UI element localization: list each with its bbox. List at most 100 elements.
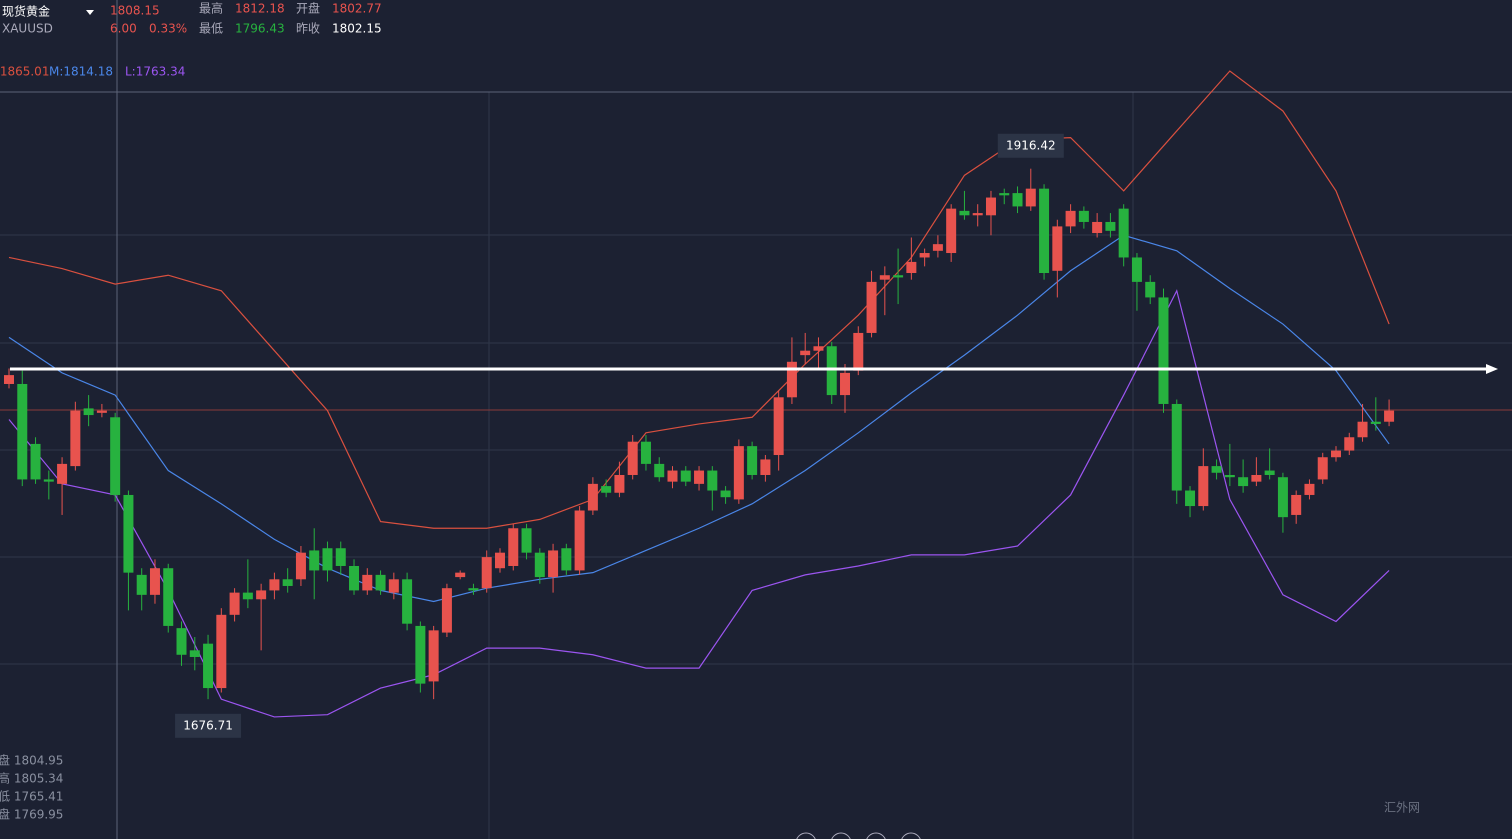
candle-body: [893, 275, 904, 278]
candle-body: [335, 548, 346, 566]
candle-body: [548, 550, 559, 578]
candle-body: [959, 210, 970, 216]
candle-body: [1238, 477, 1249, 487]
candle-body: [282, 579, 293, 586]
candle-body: [388, 579, 399, 593]
candle-body: [1039, 188, 1050, 274]
candle-body: [110, 417, 121, 495]
candle-body: [760, 459, 771, 475]
pager[interactable]: [796, 832, 921, 839]
annotation-label: 1916.42: [1006, 138, 1056, 152]
plot: 1916.42 1676.71: [4, 70, 1395, 738]
candle-body: [999, 193, 1010, 196]
candle-body: [1211, 466, 1222, 473]
candle-body: [1198, 466, 1209, 507]
candle-body: [1105, 221, 1116, 231]
change: 6.00: [110, 22, 137, 36]
candle-body: [362, 574, 373, 591]
candle-body: [269, 579, 280, 591]
candle-body: [216, 614, 227, 689]
candle-body: [1025, 188, 1036, 207]
candle-body: [1078, 210, 1089, 222]
symbol: XAUUSD: [2, 22, 53, 36]
candle-body: [295, 552, 306, 580]
value: 1796.43: [235, 22, 285, 36]
candle-body: [1344, 437, 1355, 451]
candle-body: [415, 625, 426, 684]
candle-body: [1118, 208, 1129, 258]
candle-body: [773, 397, 784, 456]
candle-body: [349, 565, 360, 591]
candle-body: [309, 550, 320, 571]
candle-body: [494, 552, 505, 569]
value: 1812.18: [235, 2, 285, 16]
band-legend: M:1814.18: [49, 65, 113, 79]
candle-body: [786, 361, 797, 398]
candle-body: [614, 474, 625, 493]
candle-body: [853, 332, 864, 371]
annotation-box: [997, 133, 1064, 158]
candle-body: [1331, 450, 1341, 458]
candle-body: [96, 410, 107, 413]
candle-body: [747, 446, 758, 475]
candle-body: [534, 552, 545, 578]
annotation-label: 1676.71: [183, 718, 233, 732]
candle-body: [17, 383, 28, 480]
candle-body: [57, 463, 68, 484]
candle-body: [587, 483, 598, 511]
symbol-name: 现货黄金: [2, 4, 50, 19]
band-line: [8, 70, 1390, 529]
candle-body: [1052, 226, 1063, 271]
candle-body: [428, 630, 439, 682]
candle-body: [1370, 421, 1381, 424]
candle-body: [70, 410, 81, 467]
candle-body: [455, 572, 466, 578]
candle-body: [813, 346, 824, 351]
candle-body: [1291, 494, 1302, 515]
candle-body: [667, 470, 678, 482]
candle-body: [1158, 297, 1169, 404]
candle-body: [1145, 281, 1156, 298]
candle-body: [1264, 470, 1275, 475]
candle-body: [932, 244, 943, 251]
candle-body: [43, 479, 54, 482]
candle-body: [1012, 193, 1023, 207]
candle-body: [972, 213, 983, 216]
candle-body: [256, 590, 267, 600]
candle-body: [176, 628, 187, 655]
candle-body: [441, 588, 452, 633]
candle-body: [985, 197, 996, 216]
candle-body: [136, 574, 147, 595]
candle-body: [163, 568, 174, 626]
candle-body: [707, 470, 718, 491]
candle-body: [229, 592, 240, 615]
change-pct: 0.33%: [149, 22, 187, 36]
candle-body: [1317, 457, 1328, 480]
candle-body: [654, 463, 665, 478]
candle-body: [1304, 483, 1315, 495]
candle-body: [1185, 490, 1196, 507]
ohlc-item: 低 1765.41: [0, 790, 63, 804]
band-line: [8, 234, 1390, 603]
candle-body: [680, 470, 691, 482]
candle-body: [1092, 221, 1103, 234]
candle-body: [1357, 421, 1368, 438]
candle-body: [83, 408, 94, 416]
ohlc-item: 盘 1769.95: [0, 807, 63, 822]
candle-body: [402, 579, 413, 624]
candle-body: [627, 441, 638, 475]
candle-body: [800, 350, 811, 356]
candle-body: [468, 588, 479, 591]
arrow-head: [1486, 364, 1498, 374]
candle-body: [508, 528, 519, 566]
watermark: 汇外网: [1384, 801, 1420, 815]
dropdown[interactable]: [86, 10, 94, 15]
candle-body: [521, 528, 532, 553]
candle-body: [242, 592, 253, 600]
candle-body: [733, 446, 744, 500]
label: 最低: [199, 22, 223, 36]
candle-body: [574, 510, 585, 571]
candle-body: [1131, 257, 1142, 282]
candle-body: [4, 375, 14, 384]
candle-body: [375, 574, 386, 591]
